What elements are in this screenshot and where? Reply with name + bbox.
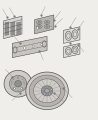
Ellipse shape xyxy=(23,81,25,83)
Circle shape xyxy=(32,45,34,47)
Ellipse shape xyxy=(41,86,53,96)
Circle shape xyxy=(15,48,17,51)
Polygon shape xyxy=(17,22,21,27)
Ellipse shape xyxy=(73,32,77,37)
Circle shape xyxy=(36,27,38,29)
Ellipse shape xyxy=(44,93,45,95)
Polygon shape xyxy=(4,16,22,39)
Ellipse shape xyxy=(73,48,77,52)
Ellipse shape xyxy=(11,81,13,83)
Ellipse shape xyxy=(37,25,42,28)
Circle shape xyxy=(50,27,52,29)
Polygon shape xyxy=(34,15,54,34)
Ellipse shape xyxy=(37,20,42,24)
Ellipse shape xyxy=(46,86,48,88)
Ellipse shape xyxy=(46,21,49,23)
Ellipse shape xyxy=(38,21,41,23)
Ellipse shape xyxy=(21,88,23,89)
Polygon shape xyxy=(64,27,80,43)
Polygon shape xyxy=(12,36,47,58)
Ellipse shape xyxy=(29,75,65,107)
Ellipse shape xyxy=(44,25,50,28)
Polygon shape xyxy=(17,31,21,35)
Ellipse shape xyxy=(4,70,32,97)
Ellipse shape xyxy=(50,89,52,90)
Ellipse shape xyxy=(38,25,41,28)
Circle shape xyxy=(41,43,43,46)
Ellipse shape xyxy=(65,47,72,55)
Ellipse shape xyxy=(45,89,49,93)
Ellipse shape xyxy=(72,46,78,54)
Polygon shape xyxy=(11,22,15,27)
Ellipse shape xyxy=(13,47,17,53)
Polygon shape xyxy=(64,43,80,58)
Circle shape xyxy=(24,47,25,49)
Ellipse shape xyxy=(14,88,15,89)
Polygon shape xyxy=(11,31,15,35)
Polygon shape xyxy=(5,26,9,31)
Polygon shape xyxy=(5,22,9,27)
Ellipse shape xyxy=(15,81,21,87)
Polygon shape xyxy=(11,26,15,31)
Ellipse shape xyxy=(72,30,78,39)
Ellipse shape xyxy=(42,89,44,90)
Ellipse shape xyxy=(67,33,70,38)
Ellipse shape xyxy=(26,72,68,110)
Polygon shape xyxy=(17,26,21,31)
Polygon shape xyxy=(5,31,9,35)
Ellipse shape xyxy=(42,41,46,47)
Ellipse shape xyxy=(67,49,70,53)
Ellipse shape xyxy=(34,79,61,103)
Ellipse shape xyxy=(9,75,27,92)
Ellipse shape xyxy=(44,20,50,24)
Ellipse shape xyxy=(65,31,72,41)
Ellipse shape xyxy=(49,93,50,95)
Ellipse shape xyxy=(46,25,49,28)
Ellipse shape xyxy=(17,77,19,79)
